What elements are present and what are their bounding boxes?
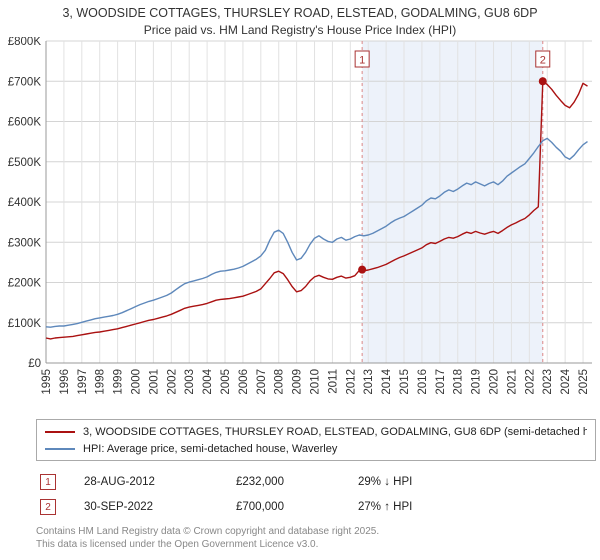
svg-text:£800K: £800K: [8, 37, 42, 48]
svg-text:1997: 1997: [77, 369, 89, 395]
legend-label-property: 3, WOODSIDE COTTAGES, THURSLEY ROAD, ELS…: [83, 425, 587, 438]
svg-text:2022: 2022: [524, 369, 536, 395]
chart-subtitle: Price paid vs. HM Land Registry's House …: [143, 23, 457, 37]
footer-line-2: This data is licensed under the Open Gov…: [36, 539, 319, 550]
svg-text:1: 1: [359, 55, 365, 67]
svg-text:2007: 2007: [256, 369, 268, 395]
price-history-chart: £0 £100K £200K £300K £400K £500K £600K £700K £80…: [8, 37, 592, 395]
svg-text:£400K: £400K: [8, 197, 42, 209]
sale-2-date: 30-SEP-2022: [84, 501, 154, 513]
svg-text:2009: 2009: [292, 369, 304, 395]
svg-text:2: 2: [540, 55, 546, 67]
svg-text:2016: 2016: [417, 369, 429, 395]
legend-label-hpi: HPI: Average price, semi-detached house,…: [83, 442, 338, 455]
svg-text:1996: 1996: [59, 369, 71, 395]
svg-text:£300K: £300K: [8, 237, 42, 249]
svg-text:2000: 2000: [131, 369, 143, 395]
sale-2-price: £700,000: [236, 501, 284, 513]
svg-text:2018: 2018: [453, 369, 465, 395]
svg-text:2006: 2006: [238, 369, 250, 395]
transaction-row-1: 1 28-AUG-2012 £232,000 29% ↓ HPI: [40, 474, 600, 490]
svg-text:£600K: £600K: [8, 117, 42, 129]
red-line-swatch-icon: [45, 430, 75, 433]
chart-header: 3, WOODSIDE COTTAGES, THURSLEY ROAD, ELS…: [0, 0, 600, 37]
chart-legend: 3, WOODSIDE COTTAGES, THURSLEY ROAD, ELS…: [36, 419, 596, 461]
svg-text:2001: 2001: [148, 369, 160, 395]
blue-line-swatch-icon: [45, 447, 75, 450]
sale-2-hpi-delta: 27% ↑ HPI: [358, 501, 413, 513]
svg-text:2025: 2025: [578, 369, 590, 395]
svg-text:£0: £0: [28, 358, 41, 370]
svg-text:£100K: £100K: [8, 318, 42, 330]
svg-text:2017: 2017: [435, 369, 447, 395]
svg-text:2021: 2021: [506, 369, 518, 395]
svg-text:£700K: £700K: [8, 76, 42, 88]
svg-text:2023: 2023: [542, 369, 554, 395]
transaction-list: 1 28-AUG-2012 £232,000 29% ↓ HPI 2 30-SE…: [40, 474, 600, 515]
svg-text:2008: 2008: [274, 369, 286, 395]
svg-text:1998: 1998: [95, 369, 107, 395]
svg-text:2005: 2005: [220, 369, 232, 395]
svg-text:2012: 2012: [345, 369, 357, 395]
svg-text:2003: 2003: [184, 369, 196, 395]
footer-line-1: Contains HM Land Registry data © Crown c…: [36, 526, 380, 537]
transaction-row-2: 2 30-SEP-2022 £700,000 27% ↑ HPI: [40, 499, 600, 515]
svg-text:£200K: £200K: [8, 278, 42, 290]
legend-item-hpi: HPI: Average price, semi-detached house,…: [45, 440, 587, 457]
svg-text:2004: 2004: [202, 368, 214, 394]
svg-text:2011: 2011: [327, 369, 339, 394]
svg-text:2002: 2002: [166, 369, 178, 395]
svg-text:2019: 2019: [471, 369, 483, 395]
legend-item-property: 3, WOODSIDE COTTAGES, THURSLEY ROAD, ELS…: [45, 423, 587, 440]
sale-marker-1-icon: 1: [40, 474, 56, 490]
chart-title: 3, WOODSIDE COTTAGES, THURSLEY ROAD, ELS…: [62, 6, 538, 20]
svg-text:1995: 1995: [41, 369, 53, 395]
svg-text:2010: 2010: [310, 369, 322, 395]
svg-text:2013: 2013: [363, 369, 375, 395]
license-footer: Contains HM Land Registry data © Crown c…: [36, 525, 600, 551]
svg-text:£500K: £500K: [8, 157, 42, 169]
svg-text:2015: 2015: [399, 369, 411, 395]
sale-1-hpi-delta: 29% ↓ HPI: [358, 476, 413, 488]
sale-1-date: 28-AUG-2012: [84, 476, 155, 488]
svg-text:2014: 2014: [381, 368, 393, 394]
svg-text:2020: 2020: [489, 369, 501, 395]
svg-text:1999: 1999: [113, 369, 125, 395]
sale-1-price: £232,000: [236, 476, 284, 488]
sale-marker-2-icon: 2: [40, 499, 56, 515]
svg-text:2024: 2024: [560, 368, 572, 394]
